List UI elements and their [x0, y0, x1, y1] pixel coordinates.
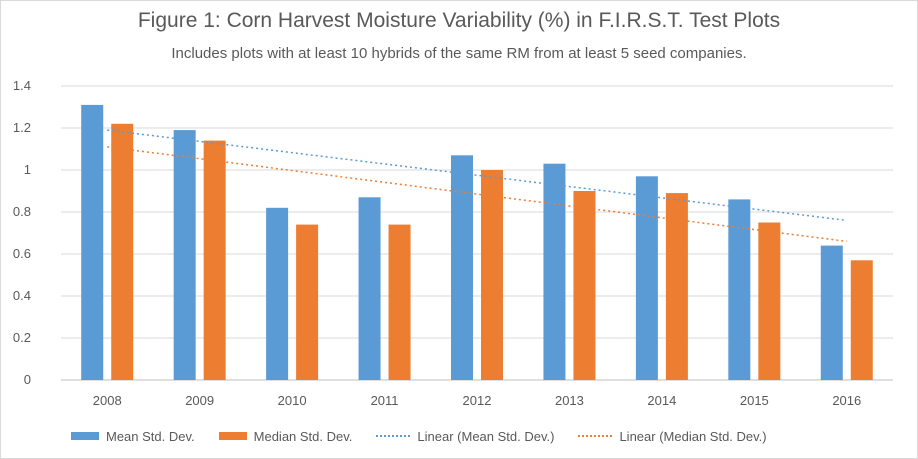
trendline-mean [107, 129, 847, 222]
bar-mean [728, 199, 751, 380]
y-tick-label: 1.2 [13, 120, 31, 135]
bar-mean [266, 207, 289, 380]
bar-mean [820, 245, 843, 380]
bar-median [203, 140, 226, 380]
legend-label-median: Median Std. Dev. [253, 428, 353, 444]
legend-item-median: Median Std. Dev. [218, 428, 353, 444]
bar-mean [543, 163, 566, 380]
bar-median [111, 123, 134, 381]
legend-swatch-trend-median [578, 435, 613, 437]
bar-median [481, 170, 503, 380]
y-tick-label: 0 [24, 372, 31, 387]
legend-label-trend-mean: Linear (Mean Std. Dev.) [417, 428, 555, 444]
y-tick-label: 0.6 [13, 246, 31, 261]
trendline-median [107, 146, 847, 243]
legend-label-mean: Mean Std. Dev. [106, 428, 195, 444]
bar-mean [173, 130, 196, 380]
bar-mean [81, 104, 104, 381]
legend: Mean Std. Dev. Median Std. Dev. Linear (… [71, 427, 767, 445]
x-tick-label: 2008 [93, 393, 122, 408]
y-tick-label: 1 [24, 162, 31, 177]
legend-item-trend-median: Linear (Median Std. Dev.) [578, 428, 767, 444]
bar-mean [635, 176, 658, 380]
y-tick-label: 0.8 [13, 204, 31, 219]
x-tick-label: 2011 [371, 393, 399, 408]
y-tick-label: 0.4 [13, 288, 31, 303]
bar-mean [358, 197, 381, 380]
legend-label-trend-median: Linear (Median Std. Dev.) [619, 428, 767, 444]
x-tick-label: 2010 [278, 393, 307, 408]
x-tick-label: 2015 [740, 393, 769, 408]
x-tick-label: 2016 [832, 393, 861, 408]
legend-item-mean: Mean Std. Dev. [71, 429, 195, 444]
chart-title: Figure 1: Corn Harvest Moisture Variabil… [137, 9, 781, 32]
x-tick-label: 2013 [555, 393, 584, 408]
x-tick-label: 2014 [647, 393, 676, 408]
bar-median [758, 222, 781, 380]
legend-swatch-median [218, 432, 247, 440]
x-tick-label: 2012 [463, 393, 492, 408]
legend-swatch-mean [71, 432, 99, 440]
y-tick-label: 0.2 [13, 330, 31, 345]
legend-swatch-trend-mean [376, 435, 411, 437]
x-tick-label: 2009 [185, 393, 214, 408]
bar-median [388, 224, 411, 380]
bar-median [665, 193, 688, 380]
legend-item-trend-mean: Linear (Mean Std. Dev.) [376, 429, 554, 444]
bar-median [850, 260, 873, 380]
bar-mean [451, 155, 473, 380]
chart-subtitle: Includes plots with at least 10 hybrids … [171, 45, 747, 62]
bar-median [296, 224, 319, 380]
bar-median [573, 191, 596, 380]
y-tick-label: 1.4 [13, 78, 31, 93]
